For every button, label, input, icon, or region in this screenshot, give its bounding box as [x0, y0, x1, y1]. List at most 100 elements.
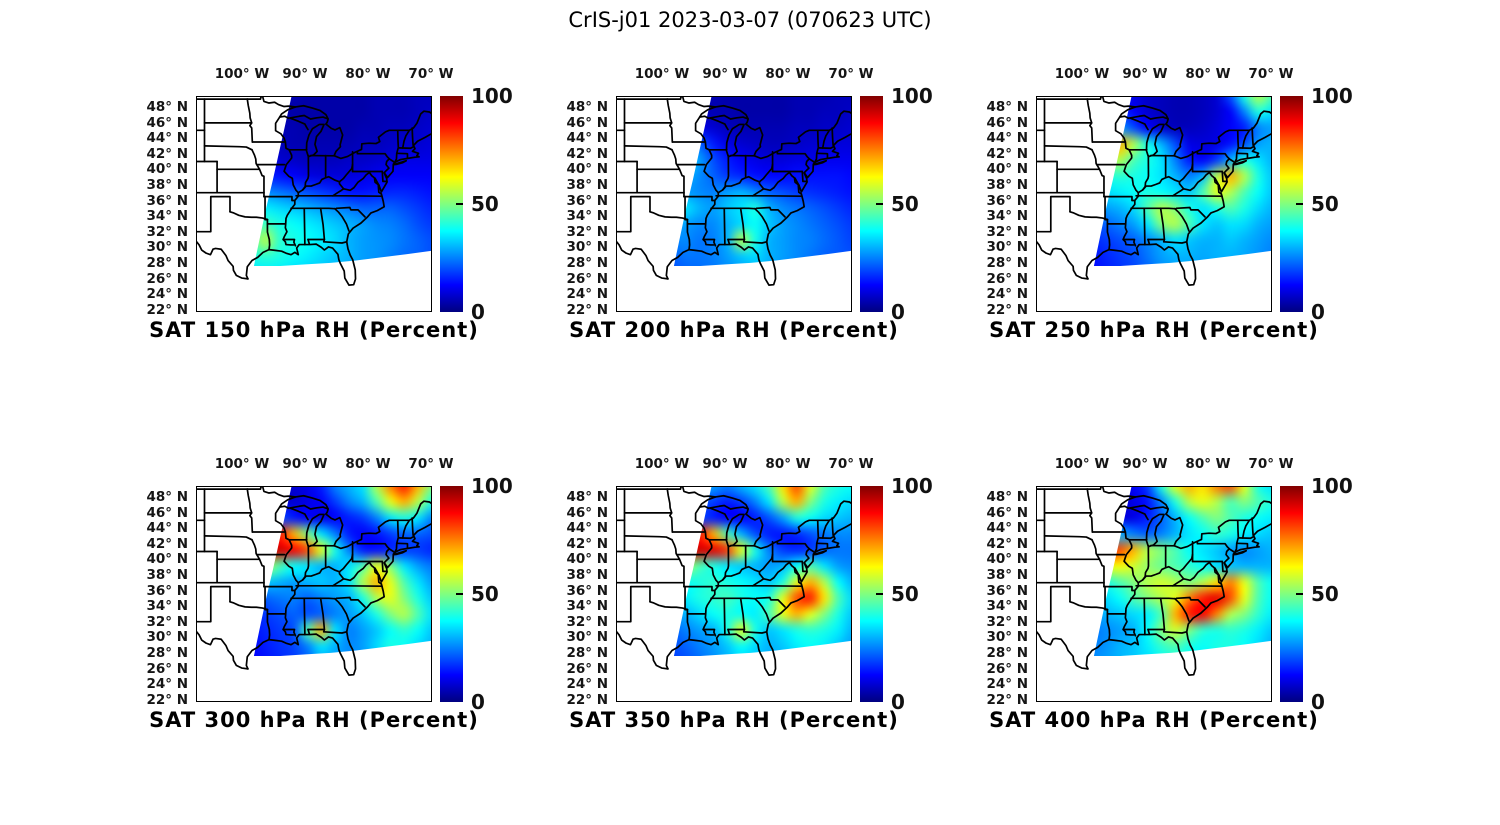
lat-tick-label: 24° N [566, 286, 608, 303]
latitude-axis: 48° N 46° N 44° N 42° N 40° N 38° N 36° N 34° N… [130, 450, 188, 750]
lat-tick-label: 38° N [566, 177, 608, 193]
lon-tick-label: 90° W [282, 66, 328, 82]
panel-200hpa: 100° W 90° W 80° W 70° W 48° N 46° N 44° N 42°… [550, 60, 950, 360]
longitude-axis: 100° W 90° W 80° W 70° W [550, 60, 950, 84]
lat-tick-label: 48° N [566, 99, 608, 115]
colorbar-label-50: 50 [891, 192, 919, 216]
colorbar-label-0: 0 [471, 300, 485, 324]
colorbar-label-50: 50 [1311, 192, 1339, 216]
lat-tick-label: 30° N [566, 629, 608, 646]
map-frame [616, 486, 852, 702]
colorbar-label-0: 0 [891, 300, 905, 324]
colorbar [1280, 486, 1303, 702]
panel-250hpa: 100° W 90° W 80° W 70° W 48° N 46° N 44° N 42°… [970, 60, 1370, 360]
lon-tick-label: 70° W [408, 456, 454, 472]
colorbar-label-0: 0 [1311, 690, 1325, 714]
lat-tick-label: 24° N [146, 676, 188, 693]
lat-tick-label: 46° N [986, 504, 1028, 521]
lat-tick-label: 38° N [566, 567, 608, 583]
lat-tick-label: 46° N [986, 114, 1028, 131]
lat-tick-label: 28° N [986, 645, 1028, 661]
lat-tick-label: 28° N [566, 255, 608, 271]
lat-tick-label: 22° N [146, 301, 188, 318]
panel-caption-250hpa: SAT 250 hPa RH (Percent) [989, 318, 1319, 342]
lat-tick-label: 24° N [986, 286, 1028, 303]
lat-tick-label: 28° N [566, 645, 608, 661]
lon-tick-label: 100° W [634, 66, 690, 82]
lat-tick-label: 46° N [566, 504, 608, 521]
colorbar [440, 486, 463, 702]
lat-tick-label: 48° N [566, 489, 608, 505]
lat-tick-label: 24° N [566, 676, 608, 693]
panel-caption-150hpa: SAT 150 hPa RH (Percent) [149, 318, 479, 342]
map-canvas-150hpa [196, 96, 432, 312]
lat-tick-label: 48° N [146, 489, 188, 505]
lat-tick-label: 42° N [146, 145, 188, 162]
longitude-axis: 100° W 90° W 80° W 70° W [130, 60, 530, 84]
map-canvas-300hpa [196, 486, 432, 702]
panel-caption-350hpa: SAT 350 hPa RH (Percent) [569, 708, 899, 732]
lat-tick-label: 26° N [146, 270, 188, 287]
lat-tick-label: 42° N [566, 535, 608, 552]
lat-tick-label: 34° N [146, 598, 188, 615]
panel-caption-300hpa: SAT 300 hPa RH (Percent) [149, 708, 479, 732]
lon-tick-label: 80° W [765, 66, 811, 82]
lat-tick-label: 28° N [146, 645, 188, 661]
lat-tick-label: 34° N [986, 598, 1028, 615]
colorbar-label-50: 50 [471, 192, 499, 216]
lat-tick-label: 26° N [986, 270, 1028, 287]
lat-tick-label: 38° N [146, 567, 188, 583]
map-canvas-350hpa [616, 486, 852, 702]
lat-tick-label: 42° N [986, 145, 1028, 162]
lat-tick-label: 42° N [566, 145, 608, 162]
colorbar [860, 486, 883, 702]
lat-tick-label: 40° N [146, 161, 188, 178]
lat-tick-label: 36° N [146, 192, 188, 209]
lat-tick-label: 48° N [986, 99, 1028, 115]
lat-tick-label: 34° N [146, 208, 188, 225]
lat-tick-label: 48° N [986, 489, 1028, 505]
lat-tick-label: 22° N [566, 691, 608, 708]
lat-tick-label: 40° N [566, 551, 608, 568]
lat-tick-label: 26° N [146, 660, 188, 677]
colorbar [860, 96, 883, 312]
map-canvas-250hpa [1036, 96, 1272, 312]
lon-tick-label: 70° W [408, 66, 454, 82]
lat-tick-label: 22° N [566, 301, 608, 318]
lon-tick-label: 100° W [634, 456, 690, 472]
lat-tick-label: 28° N [986, 255, 1028, 271]
longitude-axis: 100° W 90° W 80° W 70° W [970, 450, 1370, 474]
colorbar-label-100: 100 [891, 474, 933, 498]
lat-tick-label: 30° N [986, 239, 1028, 256]
lat-tick-label: 38° N [986, 177, 1028, 193]
lat-tick-label: 44° N [146, 520, 188, 537]
lat-tick-label: 42° N [986, 535, 1028, 552]
lat-tick-label: 48° N [146, 99, 188, 115]
lat-tick-label: 26° N [986, 660, 1028, 677]
colorbar-label-100: 100 [891, 84, 933, 108]
map-canvas-400hpa [1036, 486, 1272, 702]
lat-tick-label: 34° N [566, 598, 608, 615]
latitude-axis: 48° N 46° N 44° N 42° N 40° N 38° N 36° N 34° N… [550, 450, 608, 750]
lon-tick-label: 100° W [1054, 66, 1110, 82]
lat-tick-label: 22° N [146, 691, 188, 708]
lat-tick-label: 32° N [986, 613, 1028, 630]
lat-tick-label: 40° N [566, 161, 608, 178]
lat-tick-label: 44° N [146, 130, 188, 147]
lat-tick-label: 32° N [986, 223, 1028, 240]
longitude-axis: 100° W 90° W 80° W 70° W [550, 450, 950, 474]
latitude-axis: 48° N 46° N 44° N 42° N 40° N 38° N 36° N 34° N… [970, 450, 1028, 750]
lat-tick-label: 30° N [986, 629, 1028, 646]
map-frame [196, 96, 432, 312]
lat-tick-label: 42° N [146, 535, 188, 552]
latitude-axis: 48° N 46° N 44° N 42° N 40° N 38° N 36° N 34° N… [550, 60, 608, 360]
lat-tick-label: 24° N [146, 286, 188, 303]
lat-tick-label: 36° N [986, 582, 1028, 599]
colorbar-label-100: 100 [471, 474, 513, 498]
lat-tick-label: 32° N [566, 613, 608, 630]
lon-tick-label: 100° W [214, 66, 270, 82]
longitude-axis: 100° W 90° W 80° W 70° W [970, 60, 1370, 84]
lon-tick-label: 70° W [828, 456, 874, 472]
lat-tick-label: 28° N [146, 255, 188, 271]
